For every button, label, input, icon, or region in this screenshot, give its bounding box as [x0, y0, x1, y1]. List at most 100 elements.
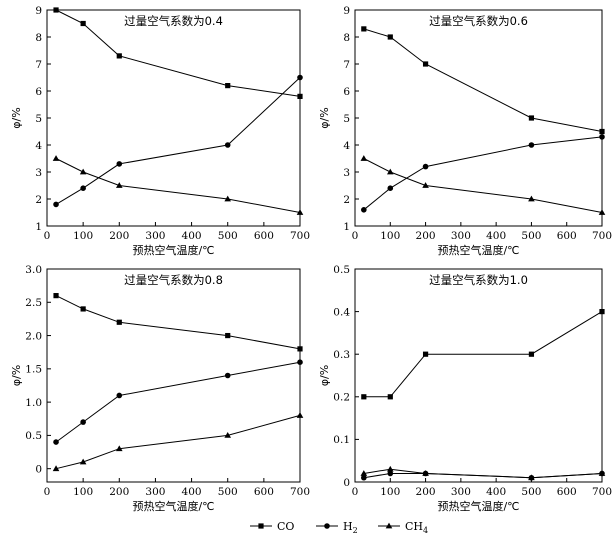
panel-title: 过量空气系数为0.6: [429, 14, 528, 28]
plot-frame: [46, 268, 301, 483]
y-tick-label: 7: [343, 59, 350, 71]
x-tick-label: 700: [290, 230, 310, 242]
data-point-ch4: [528, 474, 535, 481]
data-point-h2: [361, 474, 367, 481]
data-point-h2: [422, 163, 429, 170]
data-point-ch4: [296, 412, 304, 418]
data-point-h2: [361, 207, 367, 213]
y-tick-label: 2: [343, 194, 350, 206]
data-point-ch4: [224, 432, 232, 438]
data-point-h2: [80, 419, 86, 425]
panel-title: 过量空气系数为1.0: [429, 273, 528, 287]
data-point-ch4: [79, 458, 87, 465]
x-tick-label: 300: [451, 486, 471, 498]
data-point-ch4: [360, 155, 368, 161]
y-axis-label: φ/%: [10, 107, 23, 128]
data-point-ch4: [115, 445, 123, 452]
x-tick-label: 0: [352, 230, 359, 242]
legend-label: H2: [343, 520, 358, 535]
legend-label-subscript: 4: [423, 526, 428, 535]
x-tick-label: 300: [451, 230, 471, 242]
data-point-co: [53, 7, 59, 13]
data-point-ch4: [386, 168, 394, 175]
plot-frame: [354, 268, 603, 483]
y-tick-label: 0.3: [333, 349, 350, 361]
data-point-ch4: [360, 470, 368, 476]
data-point-co: [225, 332, 231, 339]
plot-frame: [354, 9, 603, 227]
legend-label: CO: [277, 520, 294, 533]
x-axis-label: 预热空气温度/℃: [132, 243, 214, 257]
data-point-co: [599, 309, 605, 315]
x-tick-label: 0: [44, 486, 51, 498]
y-tick-label: 3.0: [25, 264, 42, 276]
data-point-ch4: [598, 470, 606, 476]
y-tick-label: 9: [35, 5, 42, 17]
data-point-ch4: [422, 182, 429, 188]
y-tick-label: 2: [35, 194, 42, 206]
data-point-co: [387, 394, 393, 400]
y-tick-label: 1: [35, 221, 42, 233]
legend: CO H2 CH4: [250, 520, 428, 535]
data-point-ch4: [598, 209, 606, 215]
x-tick-label: 600: [557, 486, 577, 498]
y-tick-label: 7: [35, 59, 42, 71]
data-point-co: [297, 346, 303, 352]
data-point-co: [116, 319, 122, 325]
y-tick-label: 1.0: [25, 397, 42, 409]
chart-panel-2: 0 100 200 300 400 500 600 700 1 2 3 4 5 6 7 8 9 过量空气系数为0.…: [318, 5, 612, 257]
data-point-h2: [599, 134, 605, 140]
x-tick-label: 400: [486, 486, 506, 498]
x-tick-label: 200: [416, 486, 436, 498]
x-tick-label: 200: [109, 230, 129, 242]
data-point-h2: [297, 74, 303, 81]
y-tick-label: 9: [343, 5, 350, 17]
y-tick-label: 5: [343, 113, 350, 125]
data-point-co: [387, 34, 393, 40]
x-tick-label: 400: [182, 230, 202, 242]
x-tick-label: 500: [218, 230, 238, 242]
legend-marker-triangle: [385, 522, 393, 529]
series-line-h2: [363, 136, 603, 211]
chart-panel-1: 0 100 200 300 400 500 600 700 1 2 3 4 5 6 7 8 9 过量空气系数为0.…: [10, 5, 310, 257]
x-tick-label: 100: [73, 230, 93, 242]
x-tick-label: 200: [416, 230, 436, 242]
data-point-h2: [116, 392, 123, 399]
data-point-ch4: [224, 195, 232, 202]
series-line-co: [363, 311, 603, 398]
x-tick-label: 700: [592, 230, 612, 242]
y-tick-label: 6: [35, 86, 42, 98]
series-line-ch4: [55, 414, 301, 470]
x-tick-label: 400: [182, 486, 202, 498]
data-point-co: [80, 20, 86, 27]
y-tick-label: 0.1: [333, 434, 350, 446]
y-tick-label: 0: [35, 463, 42, 475]
chart-panel-4: 0 100 200 300 400 500 600 700 0 0.1 0.2 0.3 0.4 0.5 过量…: [318, 264, 612, 513]
data-point-ch4: [115, 182, 123, 188]
y-tick-label: 0.4: [333, 306, 350, 318]
y-tick-label: 8: [343, 32, 350, 44]
legend-marker-square: [258, 523, 264, 529]
data-point-ch4: [296, 209, 304, 215]
x-tick-label: 300: [145, 486, 165, 498]
x-tick-label: 500: [521, 230, 541, 242]
series-line-ch4: [55, 158, 301, 213]
x-tick-label: 100: [380, 486, 400, 498]
data-point-h2: [387, 470, 394, 477]
x-tick-label: 700: [592, 486, 612, 498]
data-point-ch4: [52, 155, 60, 161]
x-tick-label: 400: [486, 230, 506, 242]
y-tick-label: 5: [35, 113, 42, 125]
y-tick-label: 6: [343, 86, 350, 98]
panel-title: 过量空气系数为0.4: [124, 14, 223, 28]
x-tick-label: 600: [557, 230, 577, 242]
data-point-co: [361, 394, 367, 400]
data-point-h2: [224, 142, 231, 148]
data-point-h2: [224, 372, 231, 379]
panel-title: 过量空气系数为0.8: [124, 273, 223, 287]
plot-frame: [46, 9, 301, 227]
legend-marker-circle: [324, 523, 330, 529]
data-point-h2: [116, 161, 123, 167]
data-point-h2: [528, 142, 535, 148]
